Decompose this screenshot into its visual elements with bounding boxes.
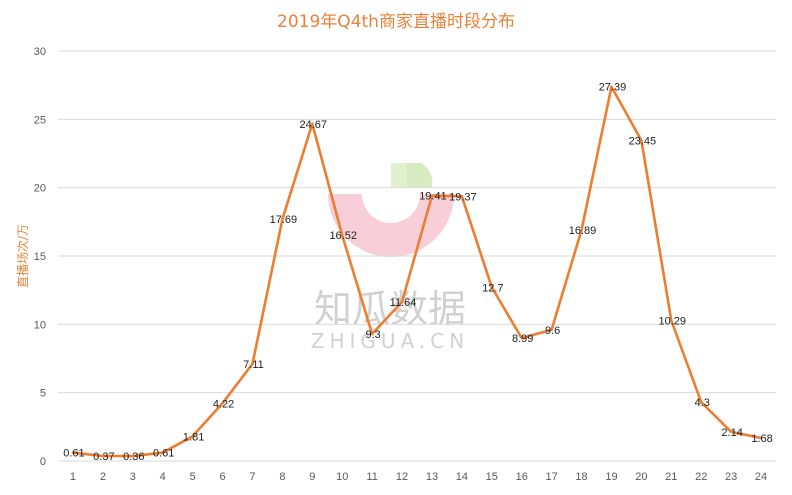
x-tick-label: 19 xyxy=(605,471,617,483)
x-axis-ticks: 1 2 3 4 5 6 7 8 9 10 11 12 13 14 15 16 17 18 19 20 21 22 23 24 xyxy=(70,471,767,483)
data-label: 19.37 xyxy=(449,191,477,203)
x-tick-label: 15 xyxy=(486,471,498,483)
x-tick-label: 20 xyxy=(635,471,647,483)
data-label: 16.89 xyxy=(569,225,597,237)
x-tick-label: 24 xyxy=(755,471,767,483)
x-tick-label: 22 xyxy=(695,471,707,483)
data-label: 0.36 xyxy=(123,451,144,463)
data-label: 19.41 xyxy=(419,191,447,203)
x-tick-label: 4 xyxy=(160,471,166,483)
x-tick-label: 3 xyxy=(130,471,136,483)
y-tick-label: 10 xyxy=(34,319,46,331)
data-label: 2.14 xyxy=(721,427,742,439)
data-label: 7.11 xyxy=(243,359,264,371)
chart-title: 2019年Q4th商家直播时段分布 xyxy=(277,12,515,32)
data-label: 9.6 xyxy=(545,325,560,337)
data-label: 23.45 xyxy=(629,136,657,148)
x-tick-label: 10 xyxy=(336,471,348,483)
x-tick-label: 2 xyxy=(100,471,106,483)
x-tick-label: 16 xyxy=(516,471,528,483)
watermark-logo: 知瓜数据 ZHIGUA.CN xyxy=(311,163,469,353)
y-tick-label: 25 xyxy=(34,114,46,126)
data-label: 0.61 xyxy=(153,448,174,460)
data-label: 1.81 xyxy=(183,431,204,443)
x-tick-label: 17 xyxy=(546,471,558,483)
watermark-leaf-left xyxy=(391,163,407,187)
y-tick-label: 0 xyxy=(40,456,46,468)
data-label: 9.3 xyxy=(365,329,380,341)
x-tick-label: 13 xyxy=(426,471,438,483)
data-label: 27.39 xyxy=(599,82,627,94)
watermark-arc xyxy=(328,194,454,257)
data-label: 0.37 xyxy=(93,451,114,463)
watermark-brand-en: ZHIGUA.CN xyxy=(311,329,469,353)
x-tick-label: 14 xyxy=(456,471,468,483)
data-label: 11.64 xyxy=(390,297,417,309)
watermark-leaf-right xyxy=(407,163,433,187)
x-tick-label: 11 xyxy=(366,471,377,483)
y-axis-ticks: 0 5 10 15 20 25 30 xyxy=(34,46,46,468)
x-tick-label: 18 xyxy=(575,471,587,483)
x-tick-label: 8 xyxy=(279,471,285,483)
x-tick-label: 6 xyxy=(219,471,225,483)
data-label: 24.67 xyxy=(300,119,328,131)
x-tick-label: 5 xyxy=(190,471,196,483)
data-label: 1.68 xyxy=(751,433,772,445)
y-axis-label: 直播场次/万 xyxy=(16,224,30,288)
data-label: 8.99 xyxy=(512,333,533,345)
y-tick-label: 20 xyxy=(34,183,46,195)
x-tick-label: 9 xyxy=(309,471,315,483)
y-tick-label: 30 xyxy=(34,46,46,58)
x-tick-label: 21 xyxy=(665,471,677,483)
y-tick-label: 5 xyxy=(40,388,46,400)
x-tick-label: 12 xyxy=(396,471,408,483)
data-label: 12.7 xyxy=(482,282,503,294)
x-tick-label: 23 xyxy=(725,471,737,483)
data-label: 17.69 xyxy=(270,214,298,226)
y-tick-label: 15 xyxy=(34,251,46,263)
data-label: 4.22 xyxy=(213,398,234,410)
gridlines xyxy=(58,50,776,462)
data-label: 10.29 xyxy=(659,315,687,327)
watermark-brand-cn: 知瓜数据 xyxy=(314,287,466,331)
data-label: 0.61 xyxy=(63,448,84,460)
x-tick-label: 7 xyxy=(249,471,255,483)
data-labels: 0.61 0.37 0.36 0.61 1.81 4.22 7.11 17.69 24.67 16… xyxy=(63,82,773,463)
x-tick-label: 1 xyxy=(70,471,76,483)
data-label: 4.3 xyxy=(695,397,710,409)
data-label: 16.52 xyxy=(329,230,357,242)
series-line xyxy=(71,85,763,458)
